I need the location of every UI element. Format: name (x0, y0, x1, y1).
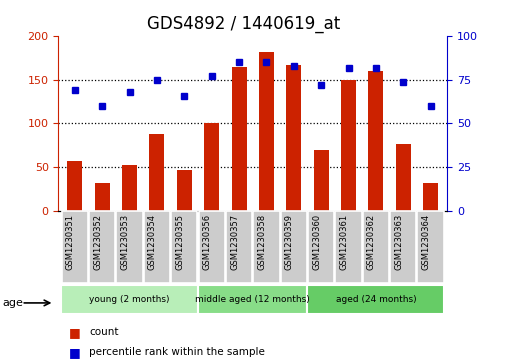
Bar (423, 183, 438, 211)
Bar (390, 211, 417, 283)
Bar (144, 211, 170, 283)
Bar (61, 285, 198, 314)
Text: GSM1230364: GSM1230364 (422, 214, 431, 270)
Text: count: count (89, 327, 118, 337)
Bar (199, 211, 225, 283)
Bar (204, 123, 219, 211)
Bar (363, 211, 389, 283)
Bar (232, 67, 246, 211)
Text: age: age (3, 298, 23, 308)
Bar (171, 211, 198, 283)
Bar (122, 165, 137, 211)
Bar (418, 211, 444, 283)
Text: GSM1230354: GSM1230354 (148, 214, 157, 270)
Text: percentile rank within the sample: percentile rank within the sample (89, 347, 265, 357)
Text: GSM1230362: GSM1230362 (367, 214, 376, 270)
Text: middle aged (12 months): middle aged (12 months) (196, 295, 310, 304)
Text: GSM1230360: GSM1230360 (312, 214, 321, 270)
Bar (307, 285, 444, 314)
Text: ■: ■ (69, 326, 80, 339)
Text: GSM1230361: GSM1230361 (339, 214, 348, 270)
Bar (89, 211, 115, 283)
Bar (177, 171, 192, 211)
Text: GSM1230351: GSM1230351 (66, 214, 75, 270)
Bar (68, 161, 82, 211)
Bar (226, 211, 252, 283)
Bar (198, 285, 307, 314)
Text: GSM1230358: GSM1230358 (258, 214, 266, 270)
Bar (253, 211, 279, 283)
Text: GSM1230363: GSM1230363 (394, 214, 403, 270)
Bar (396, 144, 411, 211)
Text: aged (24 months): aged (24 months) (336, 295, 416, 304)
Text: GSM1230359: GSM1230359 (285, 214, 294, 270)
Bar (313, 150, 329, 211)
Bar (149, 134, 165, 211)
Text: GSM1230356: GSM1230356 (203, 214, 212, 270)
Bar (280, 211, 307, 283)
Bar (308, 211, 334, 283)
Bar (94, 183, 110, 211)
Text: young (2 months): young (2 months) (89, 295, 170, 304)
Bar (259, 52, 274, 211)
Text: GDS4892 / 1440619_at: GDS4892 / 1440619_at (147, 15, 340, 33)
Bar (335, 211, 362, 283)
Bar (116, 211, 143, 283)
Text: GSM1230353: GSM1230353 (120, 214, 130, 270)
Bar (61, 211, 88, 283)
Text: GSM1230352: GSM1230352 (93, 214, 102, 270)
Text: GSM1230357: GSM1230357 (230, 214, 239, 270)
Text: GSM1230355: GSM1230355 (175, 214, 184, 270)
Bar (341, 80, 356, 211)
Bar (286, 65, 301, 211)
Text: ■: ■ (69, 346, 80, 359)
Bar (368, 71, 384, 211)
